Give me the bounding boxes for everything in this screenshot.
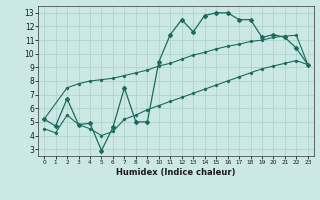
X-axis label: Humidex (Indice chaleur): Humidex (Indice chaleur) [116,168,236,177]
